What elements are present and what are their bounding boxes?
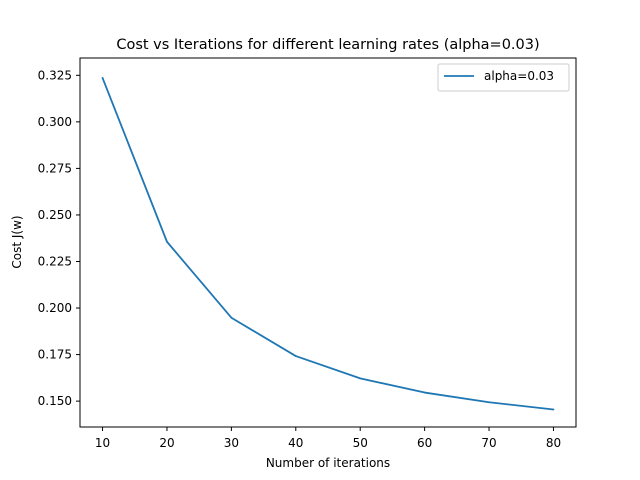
y-tick-label: 0.225 <box>38 254 72 268</box>
series-point <box>488 401 490 404</box>
legend: alpha=0.03 <box>437 63 570 92</box>
series-point <box>230 316 233 319</box>
x-tick-label: 70 <box>481 436 496 450</box>
y-tick-label: 0.250 <box>38 208 72 222</box>
legend-box <box>437 63 570 92</box>
chart-title: Cost vs Iterations for different learnin… <box>116 37 539 53</box>
y-tick-label: 0.150 <box>38 394 72 408</box>
x-tick-label: 40 <box>288 436 303 450</box>
x-axis-ticks: 10 20 30 40 50 60 70 80 <box>95 427 561 450</box>
y-tick-label: 0.300 <box>38 115 72 129</box>
series-point <box>166 240 168 243</box>
series-line-alpha <box>101 77 554 411</box>
y-axis-label: Cost J(w) <box>10 215 24 268</box>
legend-label-alpha: alpha=0.03 <box>484 69 554 83</box>
x-tick-label: 60 <box>417 436 432 450</box>
y-tick-label: 0.200 <box>38 301 72 315</box>
x-tick-label: 50 <box>353 436 368 450</box>
plot-frame <box>79 57 577 428</box>
x-tick-label: 20 <box>159 436 174 450</box>
series-point <box>101 77 104 79</box>
y-axis-ticks: 0.150 0.175 0.200 0.225 0.250 0.275 0.300 0.325 <box>38 68 80 408</box>
x-tick-label: 10 <box>95 436 110 450</box>
series-point <box>294 355 297 357</box>
y-tick-label: 0.275 <box>38 161 72 175</box>
y-tick-label: 0.175 <box>38 348 72 362</box>
plot-area: 10 20 30 40 50 60 70 80 0.150 0.175 0.200 0.225 0.2… <box>38 57 577 450</box>
x-tick-label: 80 <box>546 436 561 450</box>
series-point <box>359 377 362 380</box>
x-tick-label: 30 <box>224 436 239 450</box>
series-point <box>552 408 555 411</box>
series-point <box>423 391 426 394</box>
series-layer <box>101 77 555 411</box>
y-tick-label: 0.325 <box>38 68 72 82</box>
x-axis-label: Number of iterations <box>266 456 390 470</box>
